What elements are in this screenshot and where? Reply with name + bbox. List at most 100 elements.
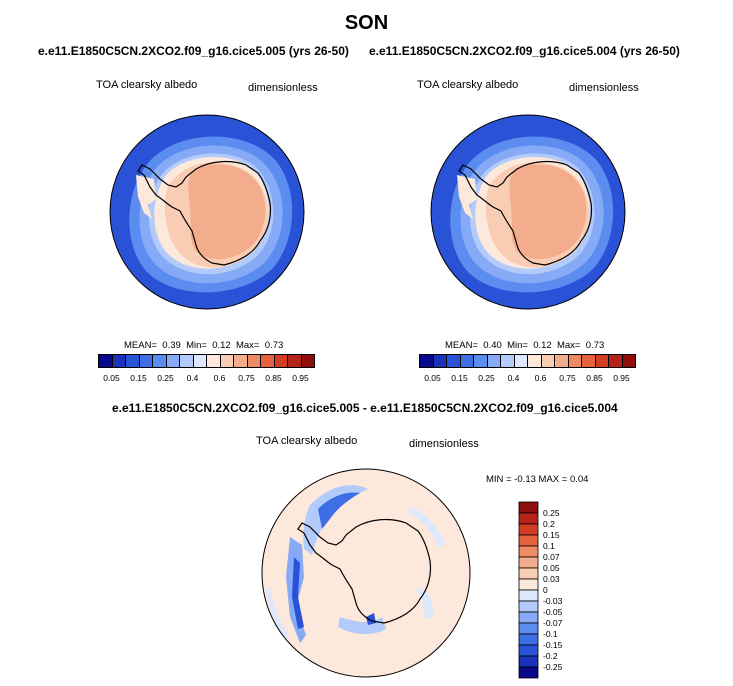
panel-1-colorbar-tick-label: 0.05 [103,373,120,383]
panel-1-min-label: Min= [186,340,207,351]
difference-colorbar-tick-label: 0.25 [543,508,560,518]
difference-colorbar-tick-label: 0.2 [543,519,555,529]
panel-2-colorbar-tick-label: 0.25 [478,373,495,383]
difference-colorbar-tick-label: -0.15 [543,640,563,650]
panel-2-colorbar-tick-label: 0.05 [424,373,441,383]
panel-2-colorbar-swatch [432,354,447,368]
panel-1-min-value: 0.12 [212,340,231,351]
panel-1-stats: MEAN= 0.39 Min= 0.12 Max= 0.73 [124,340,283,351]
panel-2-case-title: e.e11.E1850C5CN.2XCO2.f09_g16.cice5.004 … [369,44,680,58]
panel-2-colorbar-labels: 0.05 0.15 0.25 0.4 0.6 0.75 0.85 0.95 [419,373,635,385]
panel-2-colorbar [419,354,636,368]
panel-2-mean-label: MEAN= [445,340,478,351]
panel-2-colorbar-swatch [473,354,488,368]
difference-colorbar-swatch [518,567,539,580]
difference-colorbar-tick-label: -0.07 [543,618,563,628]
difference-colorbar-swatch [518,501,539,514]
panel-1-colorbar-swatch [179,354,194,368]
panel-1-colorbar-swatch [138,354,153,368]
difference-colorbar-swatch [518,556,539,569]
panel-2-colorbar-swatch [486,354,501,368]
difference-variable-label: TOA clearsky albedo [256,435,358,447]
panel-1-units-label: dimensionless [248,82,318,94]
panel-1-mean-value: 0.39 [162,340,181,351]
difference-colorbar-swatch [518,633,539,646]
panel-1-colorbar-swatch [192,354,207,368]
panel-2-colorbar-swatch [594,354,609,368]
panel-1-colorbar-swatch [233,354,248,368]
panel-1-colorbar-swatch [273,354,288,368]
panel-2-colorbar-swatch [540,354,555,368]
panel-2-colorbar-swatch [554,354,569,368]
difference-colorbar: 0.250.20.150.10.070.050.030-0.03-0.05-0.… [518,501,563,679]
panel-1-max-value: 0.73 [264,340,284,351]
difference-colorbar-tick-label: -0.03 [543,596,563,606]
difference-minmax: MIN = -0.13 MAX = 0.04 [486,474,589,485]
difference-colorbar-swatch [518,589,539,602]
difference-colorbar-swatch [518,611,539,624]
difference-colorbar-tick-label: -0.1 [543,629,558,639]
panel-1-colorbar-swatch [165,354,180,368]
difference-colorbar-tick-label: -0.2 [543,651,558,661]
difference-colorbar-tick-label: -0.25 [543,662,563,672]
panel-2-min-label: Min= [507,340,528,351]
panel-2-colorbar-swatch [608,354,623,368]
panel-2-min-value: 0.12 [533,340,552,351]
panel-2-colorbar-swatch [527,354,542,368]
panel-1-colorbar-swatch [287,354,302,368]
panel-1-colorbar-swatch [152,354,167,368]
panel-1-max-label: Max= [235,340,260,351]
panel-1-mean-label: MEAN= [124,340,157,351]
panel-1-colorbar-tick-label: 0.75 [238,373,255,383]
panel-1-colorbar-tick-label: 0.4 [186,373,199,383]
panel-2-colorbar-tick-label: 0.4 [507,373,520,383]
panel-2-colorbar-swatch [581,354,596,368]
panel-1-colorbar-labels: 0.05 0.15 0.25 0.4 0.6 0.75 0.85 0.95 [98,373,314,385]
difference-colorbar-tick-label: -0.05 [543,607,563,617]
difference-units-label: dimensionless [409,438,479,450]
difference-colorbar-tick-label: 0.1 [543,541,555,551]
panel-2-colorbar-tick-label: 0.75 [559,373,576,383]
difference-colorbar-swatch [518,666,539,679]
panel-2-colorbar-swatch [419,354,434,368]
difference-colorbar-tick-label: 0.05 [543,563,560,573]
panel-2-colorbar-swatch [567,354,582,368]
difference-colorbar-swatch [518,622,539,635]
difference-colorbar-swatch [518,655,539,668]
panel-2-map [430,114,626,310]
panel-1-colorbar-swatch [219,354,234,368]
difference-colorbar-swatch [518,512,539,525]
panel-1-colorbar-swatch [300,354,315,368]
panel-2-colorbar-swatch [500,354,515,368]
difference-colorbar-swatch [518,534,539,547]
panel-1-colorbar-tick-label: 0.25 [157,373,174,383]
panel-2-colorbar-swatch [621,354,636,368]
panel-1-colorbar-swatch [206,354,221,368]
panel-2-units-label: dimensionless [569,82,639,94]
difference-colorbar-tick-label: 0.15 [543,530,560,540]
panel-1-colorbar-tick-label: 0.85 [265,373,282,383]
panel-2-mean-value: 0.40 [483,340,502,351]
panel-1-colorbar-swatch [260,354,275,368]
panel-1-colorbar-tick-label: 0.6 [213,373,226,383]
panel-2-colorbar-swatch [513,354,528,368]
difference-colorbar-swatch [518,578,539,591]
difference-colorbar-swatch [518,644,539,657]
panel-2-colorbar-swatch [446,354,461,368]
panel-2-colorbar-tick-label: 0.95 [613,373,630,383]
difference-colorbar-tick-label: 0 [543,585,548,595]
panel-1-colorbar-swatch [125,354,140,368]
panel-2-max-value: 0.73 [585,340,605,351]
difference-colorbar-tick-label: 0.03 [543,574,560,584]
panel-1-colorbar-swatch [98,354,113,368]
panel-2-stats: MEAN= 0.40 Min= 0.12 Max= 0.73 [445,340,604,351]
difference-colorbar-swatch [518,600,539,613]
panel-1-colorbar-tick-label: 0.95 [292,373,309,383]
panel-2-variable-label: TOA clearsky albedo [417,79,519,91]
panel-1-colorbar [98,354,315,368]
difference-colorbar-tick-label: 0.07 [543,552,560,562]
panel-1-map [109,114,305,310]
difference-colorbar-swatch [518,523,539,536]
panel-1-case-title: e.e11.E1850C5CN.2XCO2.f09_g16.cice5.005 … [38,44,349,58]
panel-2-max-label: Max= [556,340,581,351]
